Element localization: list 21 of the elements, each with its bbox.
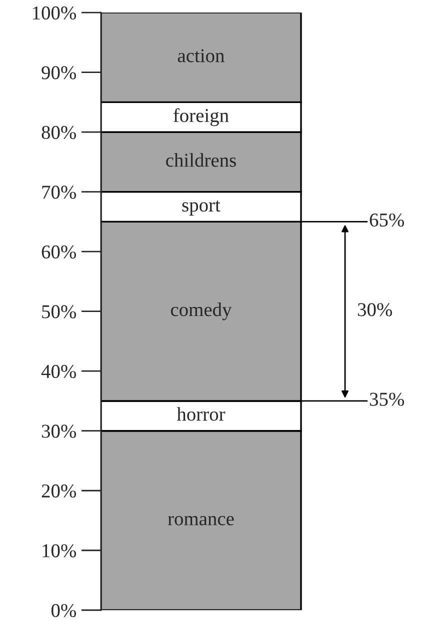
y-tick-label: 30% xyxy=(42,424,76,438)
y-tick-label: 90% xyxy=(42,66,76,80)
y-tick-label: 80% xyxy=(42,126,76,140)
series-label: foreign xyxy=(174,108,229,126)
series-label: childrens xyxy=(166,153,236,167)
y-tick-label: 0% xyxy=(51,604,76,618)
y-tick-label: 40% xyxy=(41,364,76,378)
series-label: horror xyxy=(176,407,226,421)
y-tick-label: 10% xyxy=(42,544,76,558)
series-label: sport xyxy=(182,200,220,216)
ref-line-label: 65% xyxy=(370,213,404,227)
y-tick-label: 100% xyxy=(33,6,76,20)
y-tick-label: 50% xyxy=(42,305,76,318)
series-label: romance xyxy=(168,516,234,526)
series-label: action xyxy=(178,49,224,62)
y-tick-label: 70% xyxy=(42,186,76,199)
ref-line-label: 35% xyxy=(370,392,404,406)
series-label: comedy xyxy=(170,302,232,320)
y-tick-label: 60% xyxy=(42,245,76,259)
y-tick-label: 20% xyxy=(42,484,76,498)
text: 30% xyxy=(358,303,392,316)
